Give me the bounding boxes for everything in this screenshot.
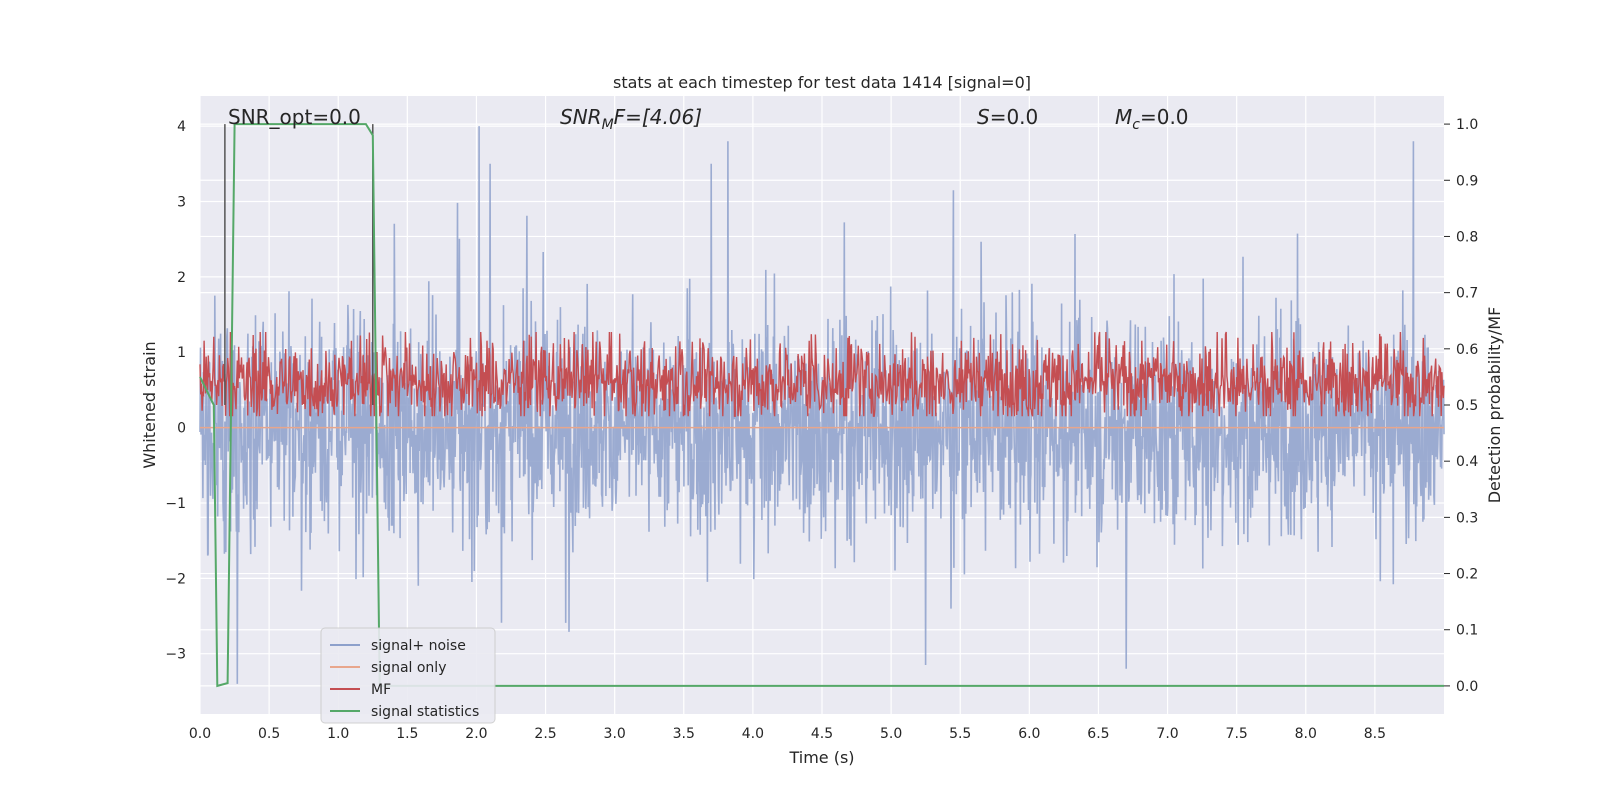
chart-title: stats at each timestep for test data 141… xyxy=(613,73,1031,92)
legend-box xyxy=(320,627,496,724)
left-y-tick-label: 0 xyxy=(177,421,186,437)
left-y-axis-label: Whitened strain xyxy=(140,341,159,468)
x-tick-label: 6.5 xyxy=(1087,726,1109,742)
left-y-tick-label: 2 xyxy=(177,270,186,286)
legend-label: signal+ noise xyxy=(371,638,466,654)
mc-annotation: Mc=0.0 xyxy=(1115,105,1189,133)
legend: signal+ noise signal only MF signal statist… xyxy=(320,627,496,724)
mf-series xyxy=(199,331,1445,417)
right-y-tick-label: 0.6 xyxy=(1456,342,1478,358)
x-tick-label: 8.0 xyxy=(1295,726,1317,742)
left-y-tick-label: 4 xyxy=(177,119,186,135)
legend-label: signal statistics xyxy=(371,704,479,720)
snr-mf-annotation: SNRMF=[4.06] xyxy=(560,105,702,133)
x-tick-label: 3.0 xyxy=(604,726,626,742)
x-tick-label: 0.5 xyxy=(258,726,280,742)
right-y-tick-label: 0.4 xyxy=(1456,454,1478,470)
left-y-tick-label: −3 xyxy=(165,647,186,663)
s-main: S xyxy=(977,105,990,129)
x-tick-label: 5.5 xyxy=(949,726,971,742)
x-tick-label: 3.5 xyxy=(673,726,695,742)
x-tick-label: 8.5 xyxy=(1364,726,1386,742)
signal-statistics-series xyxy=(199,123,1444,688)
x-tick-label: 2.5 xyxy=(534,726,556,742)
snr-mf-sub: M xyxy=(602,117,614,133)
right-y-tick-label: 1.0 xyxy=(1456,117,1478,133)
x-axis-ticks: 0.0 0.5 1.0 1.5 2.0 2.5 3.0 3.5 4.0 4.5 5.0 5.5 6.0 6… xyxy=(189,726,1386,742)
left-y-tick-label: 3 xyxy=(177,195,186,211)
x-tick-label: 4.5 xyxy=(811,726,833,742)
s-annotation: S=0.0 xyxy=(977,105,1038,129)
signal-noise-line xyxy=(199,126,1445,684)
mc-main: M xyxy=(1115,105,1132,129)
mc-sub: c xyxy=(1132,117,1140,133)
x-tick-label: 2.0 xyxy=(465,726,487,742)
legend-entries: signal+ noise signal only MF signal statist… xyxy=(330,638,479,720)
mc-rest: =0.0 xyxy=(1140,105,1189,129)
annotations: SNR_opt=0.0 SNRMF=[4.06] S=0.0 Mc=0.0 xyxy=(228,105,1189,133)
x-tick-label: 1.0 xyxy=(327,726,349,742)
s-rest: =0.0 xyxy=(990,105,1039,129)
legend-label: MF xyxy=(371,682,391,698)
x-tick-label: 6.0 xyxy=(1018,726,1040,742)
right-y-tick-label: 0.9 xyxy=(1456,173,1478,189)
x-axis-label: Time (s) xyxy=(788,748,854,767)
right-y-tick-label: 0.5 xyxy=(1456,398,1478,414)
legend-label: signal only xyxy=(371,660,446,676)
x-tick-label: 0.0 xyxy=(189,726,211,742)
right-y-tick-label: 0.3 xyxy=(1456,510,1478,526)
right-y-tick-label: 0.2 xyxy=(1456,567,1478,583)
snr-opt-annotation: SNR_opt=0.0 xyxy=(228,105,361,129)
x-tick-label: 7.5 xyxy=(1226,726,1248,742)
right-y-tick-label: 0.7 xyxy=(1456,286,1478,302)
x-tick-label: 1.5 xyxy=(396,726,418,742)
x-tick-label: 5.0 xyxy=(880,726,902,742)
right-y-tick-label: 0.1 xyxy=(1456,623,1478,639)
right-y-tick-label: 0.8 xyxy=(1456,229,1478,245)
left-y-tick-label: −1 xyxy=(165,496,186,512)
signal-noise-series xyxy=(199,126,1445,684)
right-y-tick-label: 0.0 xyxy=(1456,679,1478,695)
snr-mf-main: SNR xyxy=(560,105,602,129)
snr-mf-rest: F=[4.06] xyxy=(614,105,702,129)
right-y-axis-label: Detection probability/MF xyxy=(1485,307,1504,504)
x-tick-label: 7.0 xyxy=(1156,726,1178,742)
right-y-axis-ticks: 0.0 0.1 0.2 0.3 0.4 0.5 0.6 0.7 0.8 0.9 1.0 xyxy=(1444,117,1478,695)
x-tick-label: 4.0 xyxy=(742,726,764,742)
left-y-tick-label: −2 xyxy=(165,571,186,587)
mf-line xyxy=(199,331,1445,417)
left-y-axis-ticks: −3 −2 −1 0 1 2 3 4 xyxy=(165,119,186,663)
left-y-tick-label: 1 xyxy=(177,345,186,361)
signal-statistics-line xyxy=(199,123,1444,688)
